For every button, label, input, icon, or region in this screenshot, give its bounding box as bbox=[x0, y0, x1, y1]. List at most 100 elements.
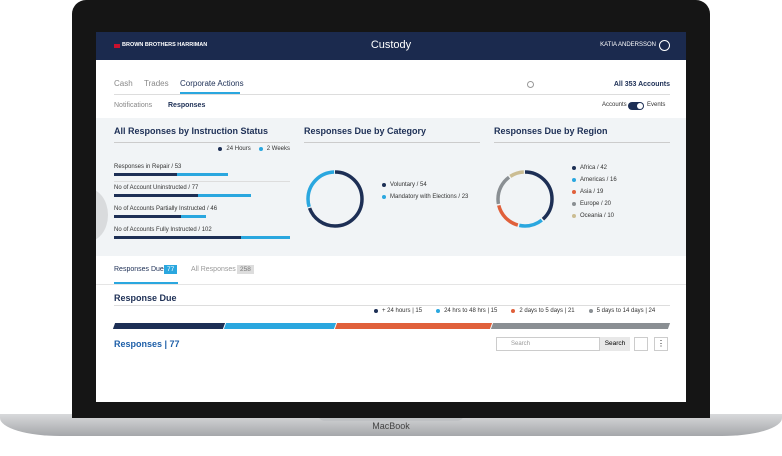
legend-dot bbox=[382, 195, 386, 199]
tab-underline bbox=[180, 92, 240, 94]
panel-title: Responses Due by Category bbox=[304, 126, 427, 136]
legend-dot bbox=[511, 309, 516, 313]
legend-label: 2 Weeks bbox=[266, 146, 290, 152]
legend-dot bbox=[572, 166, 576, 170]
panel-title: Responses Due by Region bbox=[494, 126, 608, 136]
toggle-label: Events bbox=[647, 102, 666, 108]
panel-title: All Responses by Instruction Status bbox=[114, 126, 269, 136]
menu-button[interactable]: ⋮ bbox=[654, 337, 668, 351]
legend-item: Oceania / 10 bbox=[572, 213, 617, 219]
tab[interactable]: Trades bbox=[144, 79, 169, 88]
row-label: No of Account Uninstructed / 77 bbox=[114, 185, 199, 191]
badge: 77 bbox=[164, 265, 178, 274]
legend-dot bbox=[218, 147, 223, 151]
legend-label: Africa / 42 bbox=[580, 165, 608, 171]
legend-item: 2 Weeks bbox=[258, 146, 290, 152]
export-button[interactable] bbox=[634, 337, 648, 351]
section-title: Response Due bbox=[114, 293, 177, 303]
legend-label: 24 hrs to 48 hrs | 15 bbox=[444, 308, 498, 314]
tab[interactable]: Cash bbox=[114, 79, 133, 88]
toggle-label: Accounts bbox=[602, 102, 627, 108]
subtab-active[interactable]: Responses bbox=[168, 102, 206, 109]
region-donut bbox=[496, 170, 554, 228]
legend-dot bbox=[258, 147, 263, 151]
legend-dot bbox=[572, 178, 576, 182]
donut-segment bbox=[496, 170, 554, 228]
brand-logo bbox=[114, 44, 120, 48]
donut-segment bbox=[306, 170, 364, 228]
search-box[interactable]: Search bbox=[496, 337, 600, 351]
legend-item: Africa / 42 bbox=[572, 165, 617, 171]
accounts[interactable]: All 353 Accounts bbox=[613, 81, 670, 88]
legend-label: + 24 hours | 15 bbox=[382, 308, 423, 314]
search-icon[interactable] bbox=[527, 81, 534, 88]
legend-label: Europe / 20 bbox=[580, 201, 612, 207]
donut-segment bbox=[496, 170, 554, 228]
legend-item: 2 days to 5 days | 21 bbox=[511, 308, 575, 314]
legend-item: 24 Hours bbox=[218, 146, 251, 152]
tab-active[interactable]: Corporate Actions bbox=[180, 79, 244, 88]
legend-label: 2 days to 5 days | 21 bbox=[519, 308, 575, 314]
legend-label: 24 Hours bbox=[226, 146, 251, 152]
status-chart: 24 Hours 2 Weeks Responses in Repair / 53 N… bbox=[114, 144, 290, 254]
bar bbox=[114, 215, 181, 218]
bar-segment bbox=[335, 323, 493, 329]
panel-rule bbox=[494, 142, 670, 143]
legend-item: Asia / 19 bbox=[572, 189, 617, 195]
row-label: No of Accounts Fully Instructed / 102 bbox=[114, 227, 212, 233]
screen: BROWN BROTHERS HARRIMAN Custody KATIA AN… bbox=[96, 32, 686, 402]
legend-label: Mandatory with Elections / 23 bbox=[390, 194, 469, 200]
legend-dot bbox=[374, 309, 378, 313]
divider bbox=[96, 284, 686, 285]
bar bbox=[114, 194, 199, 197]
header-bar bbox=[96, 32, 686, 60]
legend-item: Europe / 20 bbox=[572, 201, 617, 207]
legend-dot bbox=[588, 309, 593, 313]
bar-segment bbox=[490, 323, 671, 329]
brand: BROWN BROTHERS HARRIMAN bbox=[122, 42, 208, 48]
bar-segment bbox=[112, 323, 226, 329]
lower-tab[interactable]: All Responses bbox=[191, 266, 236, 273]
category-donut bbox=[306, 170, 364, 228]
divider bbox=[114, 94, 670, 95]
laptop-base bbox=[0, 414, 782, 436]
donut-segment bbox=[496, 170, 554, 228]
row-rule bbox=[114, 181, 290, 182]
legend-item: Americas / 16 bbox=[572, 177, 617, 183]
row-label: Responses in Repair / 53 bbox=[114, 164, 182, 170]
user-name: KATIA ANDERSSON bbox=[600, 42, 656, 48]
legend-dot bbox=[436, 309, 441, 313]
chart-panel bbox=[96, 118, 686, 256]
legend-dot bbox=[572, 214, 576, 218]
region-legend: Africa / 42 Americas / 16 Asia / 19 Europe … bbox=[572, 165, 617, 225]
legend-item: 5 days to 14 days | 24 bbox=[588, 308, 656, 314]
app-title: Custody bbox=[370, 39, 412, 51]
donut-segment bbox=[306, 170, 364, 228]
due-bar bbox=[112, 323, 671, 329]
toggle[interactable] bbox=[628, 102, 644, 110]
legend-label: 5 days to 14 days | 24 bbox=[596, 308, 656, 314]
subtab[interactable]: Notifications bbox=[114, 102, 153, 109]
legend-label: Americas / 16 bbox=[580, 177, 617, 183]
lower-tab-active[interactable]: Responses Due bbox=[114, 266, 164, 273]
legend-label: Asia / 19 bbox=[580, 189, 604, 195]
legend-label: Oceania / 10 bbox=[580, 213, 615, 219]
legend-item: Voluntary / 54 bbox=[382, 182, 468, 188]
responses-title: Responses | 77 bbox=[114, 339, 180, 349]
due-legend: + 24 hours | 15 24 hrs to 48 hrs | 15 2 da… bbox=[374, 308, 669, 314]
bar-segment bbox=[224, 323, 337, 329]
divider bbox=[114, 305, 670, 306]
bar bbox=[114, 236, 241, 239]
legend-item: Mandatory with Elections / 23 bbox=[382, 194, 468, 200]
device-label: MacBook bbox=[372, 421, 410, 431]
legend-dot bbox=[572, 202, 576, 206]
row-label: No of Accounts Partially Instructed / 46 bbox=[114, 206, 218, 212]
tab-underline bbox=[114, 282, 178, 284]
legend-dot bbox=[382, 183, 386, 187]
search-button[interactable]: Search bbox=[600, 337, 630, 351]
decor-circle bbox=[96, 188, 108, 242]
category-legend: Voluntary / 54 Mandatory with Elections /… bbox=[382, 182, 468, 206]
user-icon[interactable] bbox=[659, 40, 670, 51]
legend-dot bbox=[572, 190, 576, 194]
